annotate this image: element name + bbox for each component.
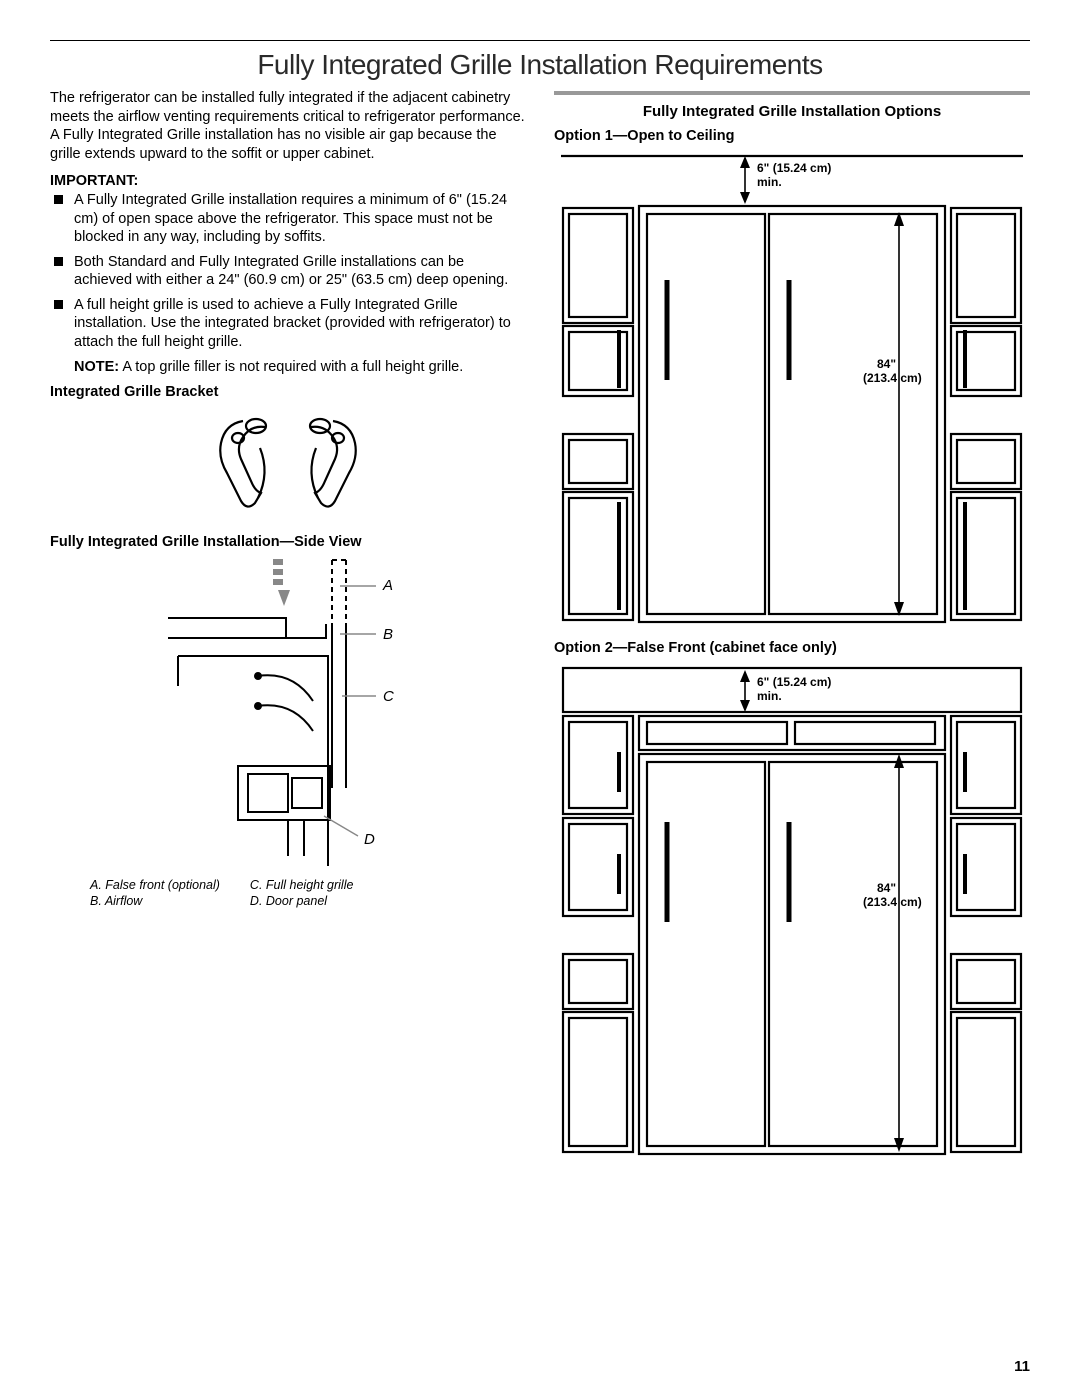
page-title: Fully Integrated Grille Installation Req…	[50, 49, 1030, 81]
sideview-heading: Fully Integrated Grille Installation—Sid…	[50, 534, 526, 550]
legend-item: A. False front (optional)	[90, 877, 220, 893]
note-text: A top grille filler is not required with…	[119, 359, 463, 375]
important-list: A Fully Integrated Grille installation r…	[50, 191, 526, 351]
legend-item: C. Full height grille	[250, 877, 354, 893]
page: Fully Integrated Grille Installation Req…	[0, 0, 1080, 1397]
left-column: The refrigerator can be installed fully …	[50, 89, 526, 1162]
legend-col: C. Full height grille D. Door panel	[250, 877, 354, 910]
svg-text:(213.4 cm): (213.4 cm)	[863, 895, 922, 909]
svg-text:84": 84"	[877, 357, 896, 371]
list-item: A Fully Integrated Grille installation r…	[50, 191, 526, 247]
svg-text:(213.4 cm): (213.4 cm)	[863, 371, 922, 385]
option2-heading: Option 2—False Front (cabinet face only)	[554, 640, 1030, 656]
intro-paragraph: The refrigerator can be installed fully …	[50, 89, 526, 163]
sideview-legend: A. False front (optional) B. Airflow C. …	[50, 877, 526, 910]
option1-figure: 6" (15.24 cm) min. 84" (213.4 cm)	[557, 150, 1027, 630]
option1-heading: Option 1—Open to Ceiling	[554, 128, 1030, 144]
label-a: A	[382, 577, 393, 594]
label-b: B	[383, 626, 393, 643]
right-column: Fully Integrated Grille Installation Opt…	[554, 89, 1030, 1162]
option2-figure: 6" (15.24 cm) min. 84" (213.4 cm)	[557, 662, 1027, 1162]
legend-item: B. Airflow	[90, 893, 220, 909]
two-column-layout: The refrigerator can be installed fully …	[50, 89, 1030, 1162]
note-line: NOTE: A top grille filler is not require…	[50, 358, 526, 377]
important-label: IMPORTANT:	[50, 173, 526, 189]
page-top-rule	[50, 40, 1030, 41]
options-heading: Fully Integrated Grille Installation Opt…	[554, 103, 1030, 120]
svg-text:6" (15.24 cm): 6" (15.24 cm)	[757, 675, 831, 689]
sideview-figure: A B C D	[108, 556, 468, 871]
svg-text:min.: min.	[757, 689, 782, 703]
legend-col: A. False front (optional) B. Airflow	[90, 877, 220, 910]
label-d: D	[364, 831, 375, 848]
list-item: Both Standard and Fully Integrated Grill…	[50, 253, 526, 290]
svg-text:6" (15.24 cm): 6" (15.24 cm)	[757, 161, 831, 175]
bracket-figure	[178, 406, 398, 526]
section-rule	[554, 91, 1030, 95]
note-label: NOTE:	[74, 359, 119, 375]
page-number: 11	[1014, 1358, 1030, 1375]
svg-text:84": 84"	[877, 881, 896, 895]
svg-text:min.: min.	[757, 175, 782, 189]
label-c: C	[383, 688, 394, 705]
legend-item: D. Door panel	[250, 893, 354, 909]
bracket-heading: Integrated Grille Bracket	[50, 384, 526, 400]
list-item: A full height grille is used to achieve …	[50, 296, 526, 352]
